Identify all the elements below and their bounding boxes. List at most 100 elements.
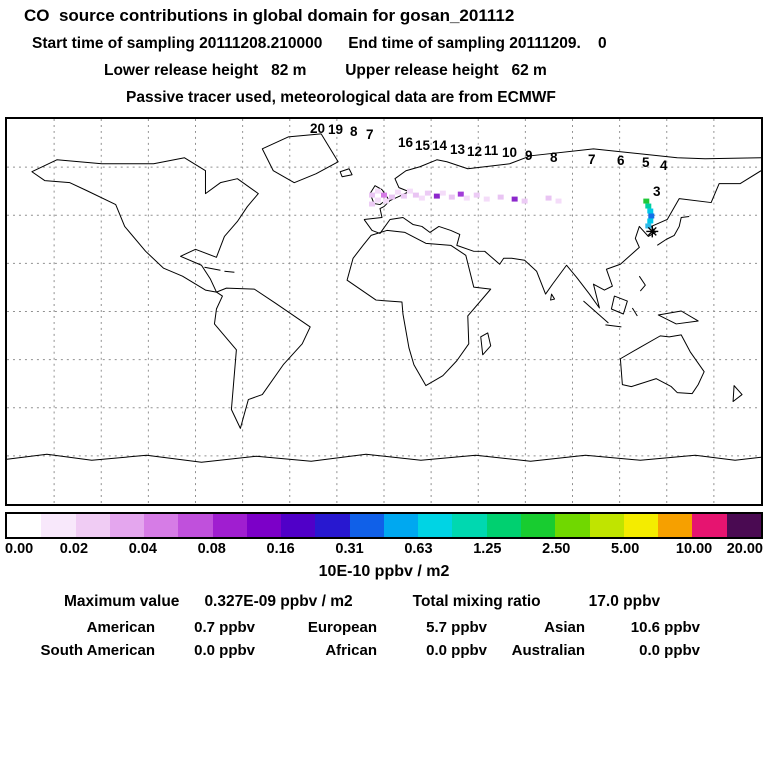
coastline-java [605, 324, 622, 328]
station-marker-ray [647, 226, 657, 236]
concentration-cell [497, 194, 504, 200]
concentration-cell [369, 192, 376, 198]
max-value-label: Maximum value [64, 593, 180, 610]
trajectory-hour-label: 16 [398, 135, 414, 150]
trajectory-hour-label: 7 [588, 152, 596, 167]
coastline-africa [346, 229, 492, 387]
coastline-sri-lanka [550, 293, 556, 301]
colorbar-segment [144, 514, 179, 537]
colorbar-unit-label: 10E-10 ppbv / m2 [318, 563, 450, 580]
colorbar-segment [212, 514, 247, 537]
trajectory-hour-label: 8 [550, 150, 558, 165]
concentration-cell [645, 203, 652, 209]
colorbar-tick: 0.63 [404, 541, 433, 557]
concentration-cell [521, 198, 528, 204]
concentration-cell [463, 195, 470, 201]
concentration-cell [545, 195, 552, 201]
coastline-borneo [610, 295, 628, 315]
trajectory-hour-label: 7 [366, 127, 374, 142]
max-value: 0.327E-09 ppbv / m2 [204, 593, 353, 610]
colorbar-tick: 0.08 [197, 541, 226, 557]
concentration-cell [388, 194, 395, 200]
trajectory-hour-label: 14 [432, 138, 448, 153]
concentration-cell [406, 188, 413, 194]
summary-line: Maximum value 0.327E-09 ppbv / m2 Total mi… [64, 593, 660, 611]
contribution-region-value: 10.6 ppbv [630, 619, 700, 636]
total-mixing-ratio-label: Total mixing ratio [412, 593, 541, 610]
contribution-region-value: 0.0 ppbv [426, 642, 487, 659]
trajectory-hour-label: 8 [350, 124, 358, 139]
trajectory-labels: 20 19 8 7 16 15 14 13 12 11 10 9 8 7 6 5 4 3 [7, 119, 761, 504]
trajectory-hour-label: 15 [415, 138, 431, 153]
concentration-cell [381, 192, 387, 198]
colorbar-segment [589, 514, 624, 537]
contribution-region-label: African [325, 642, 377, 659]
concentration-cell [457, 191, 464, 197]
trajectory-hour-label: 19 [328, 122, 344, 137]
colorbar-segment [692, 514, 727, 537]
coastline-japan [656, 215, 690, 246]
colorbar-segment [75, 514, 110, 537]
figure-title: CO source contributions in global domain… [24, 6, 515, 25]
colorbar-tick: 2.50 [542, 541, 571, 557]
colorbar-tick: 10.00 [675, 541, 713, 557]
contribution-table: American 0.7 ppbv European 5.7 ppbv Asian 10.… [10, 618, 700, 660]
coastline-antarctica [7, 453, 761, 463]
contribution-region-label: American [86, 619, 155, 636]
trajectory-hour-label: 4 [660, 158, 668, 173]
colorbar-segment [452, 514, 487, 537]
coastline-sulawesi [631, 307, 638, 317]
sampling-times-line: Start time of sampling 20111208.210000 E… [32, 35, 607, 52]
coastline-greenland [261, 133, 339, 184]
colorbar-segment [315, 514, 350, 537]
coastline-new-guinea [657, 310, 699, 325]
concentration-cell [645, 223, 652, 229]
coastline-south-america [213, 287, 311, 429]
colorbar-segment [418, 514, 453, 537]
colorbar-segment [726, 514, 761, 537]
coastline-sumatra [583, 300, 609, 324]
coastline-north-america [31, 157, 259, 293]
colorbar-tick: 1.25 [473, 541, 502, 557]
concentration-cell [424, 190, 431, 196]
concentration-cell [555, 198, 562, 204]
colorbar-tick: 5.00 [611, 541, 640, 557]
colorbar-tick: 0.00 [5, 541, 34, 557]
colorbar-segment [658, 514, 693, 537]
concentration-cell [375, 197, 382, 203]
trajectory-hour-label: 13 [450, 142, 466, 157]
concentration-cell [648, 213, 655, 219]
concentration-cell [433, 193, 440, 199]
colorbar-tick: 0.02 [59, 541, 89, 557]
colorbar-tick: 20.00 [726, 541, 763, 557]
total-mixing-ratio-value: 17.0 ppbv [588, 593, 661, 610]
trajectory-hour-label: 12 [467, 144, 483, 159]
map-gridlines [7, 119, 761, 504]
colorbar-segment [349, 514, 384, 537]
contribution-region-label: Australian [511, 642, 585, 659]
colorbar-segment [178, 514, 213, 537]
trajectory-hour-label: 3 [653, 184, 661, 199]
concentration-cell [448, 194, 455, 200]
colorbar-tick-labels: 0.00 0.02 0.04 0.08 0.16 0.31 0.63 1.25 2.50 5.00… [5, 541, 763, 559]
coastline-madagascar [480, 332, 492, 356]
contribution-region-value: 0.0 ppbv [639, 642, 700, 659]
colorbar-segment [555, 514, 590, 537]
release-heights-line: Lower release height 82 m Upper release … [104, 62, 547, 79]
trajectory-hour-label: 10 [502, 145, 518, 160]
station-marker-icon [646, 225, 659, 238]
coastline-philippines [638, 275, 646, 292]
concentration-cell [483, 196, 490, 202]
concentration-cell [369, 201, 376, 207]
colorbar-segment [623, 514, 659, 537]
colorbar-segment [520, 514, 556, 537]
colorbar-tick: 0.31 [335, 541, 364, 557]
concentration-cell [400, 193, 407, 199]
contribution-region-value: 0.7 ppbv [194, 619, 255, 636]
contribution-region-value: 5.7 ppbv [426, 619, 487, 636]
concentration-cell [375, 188, 382, 194]
coastline-caribbean [204, 266, 235, 273]
contribution-region-value: 0.0 ppbv [194, 642, 255, 659]
trajectory-hour-label: 11 [484, 143, 499, 158]
